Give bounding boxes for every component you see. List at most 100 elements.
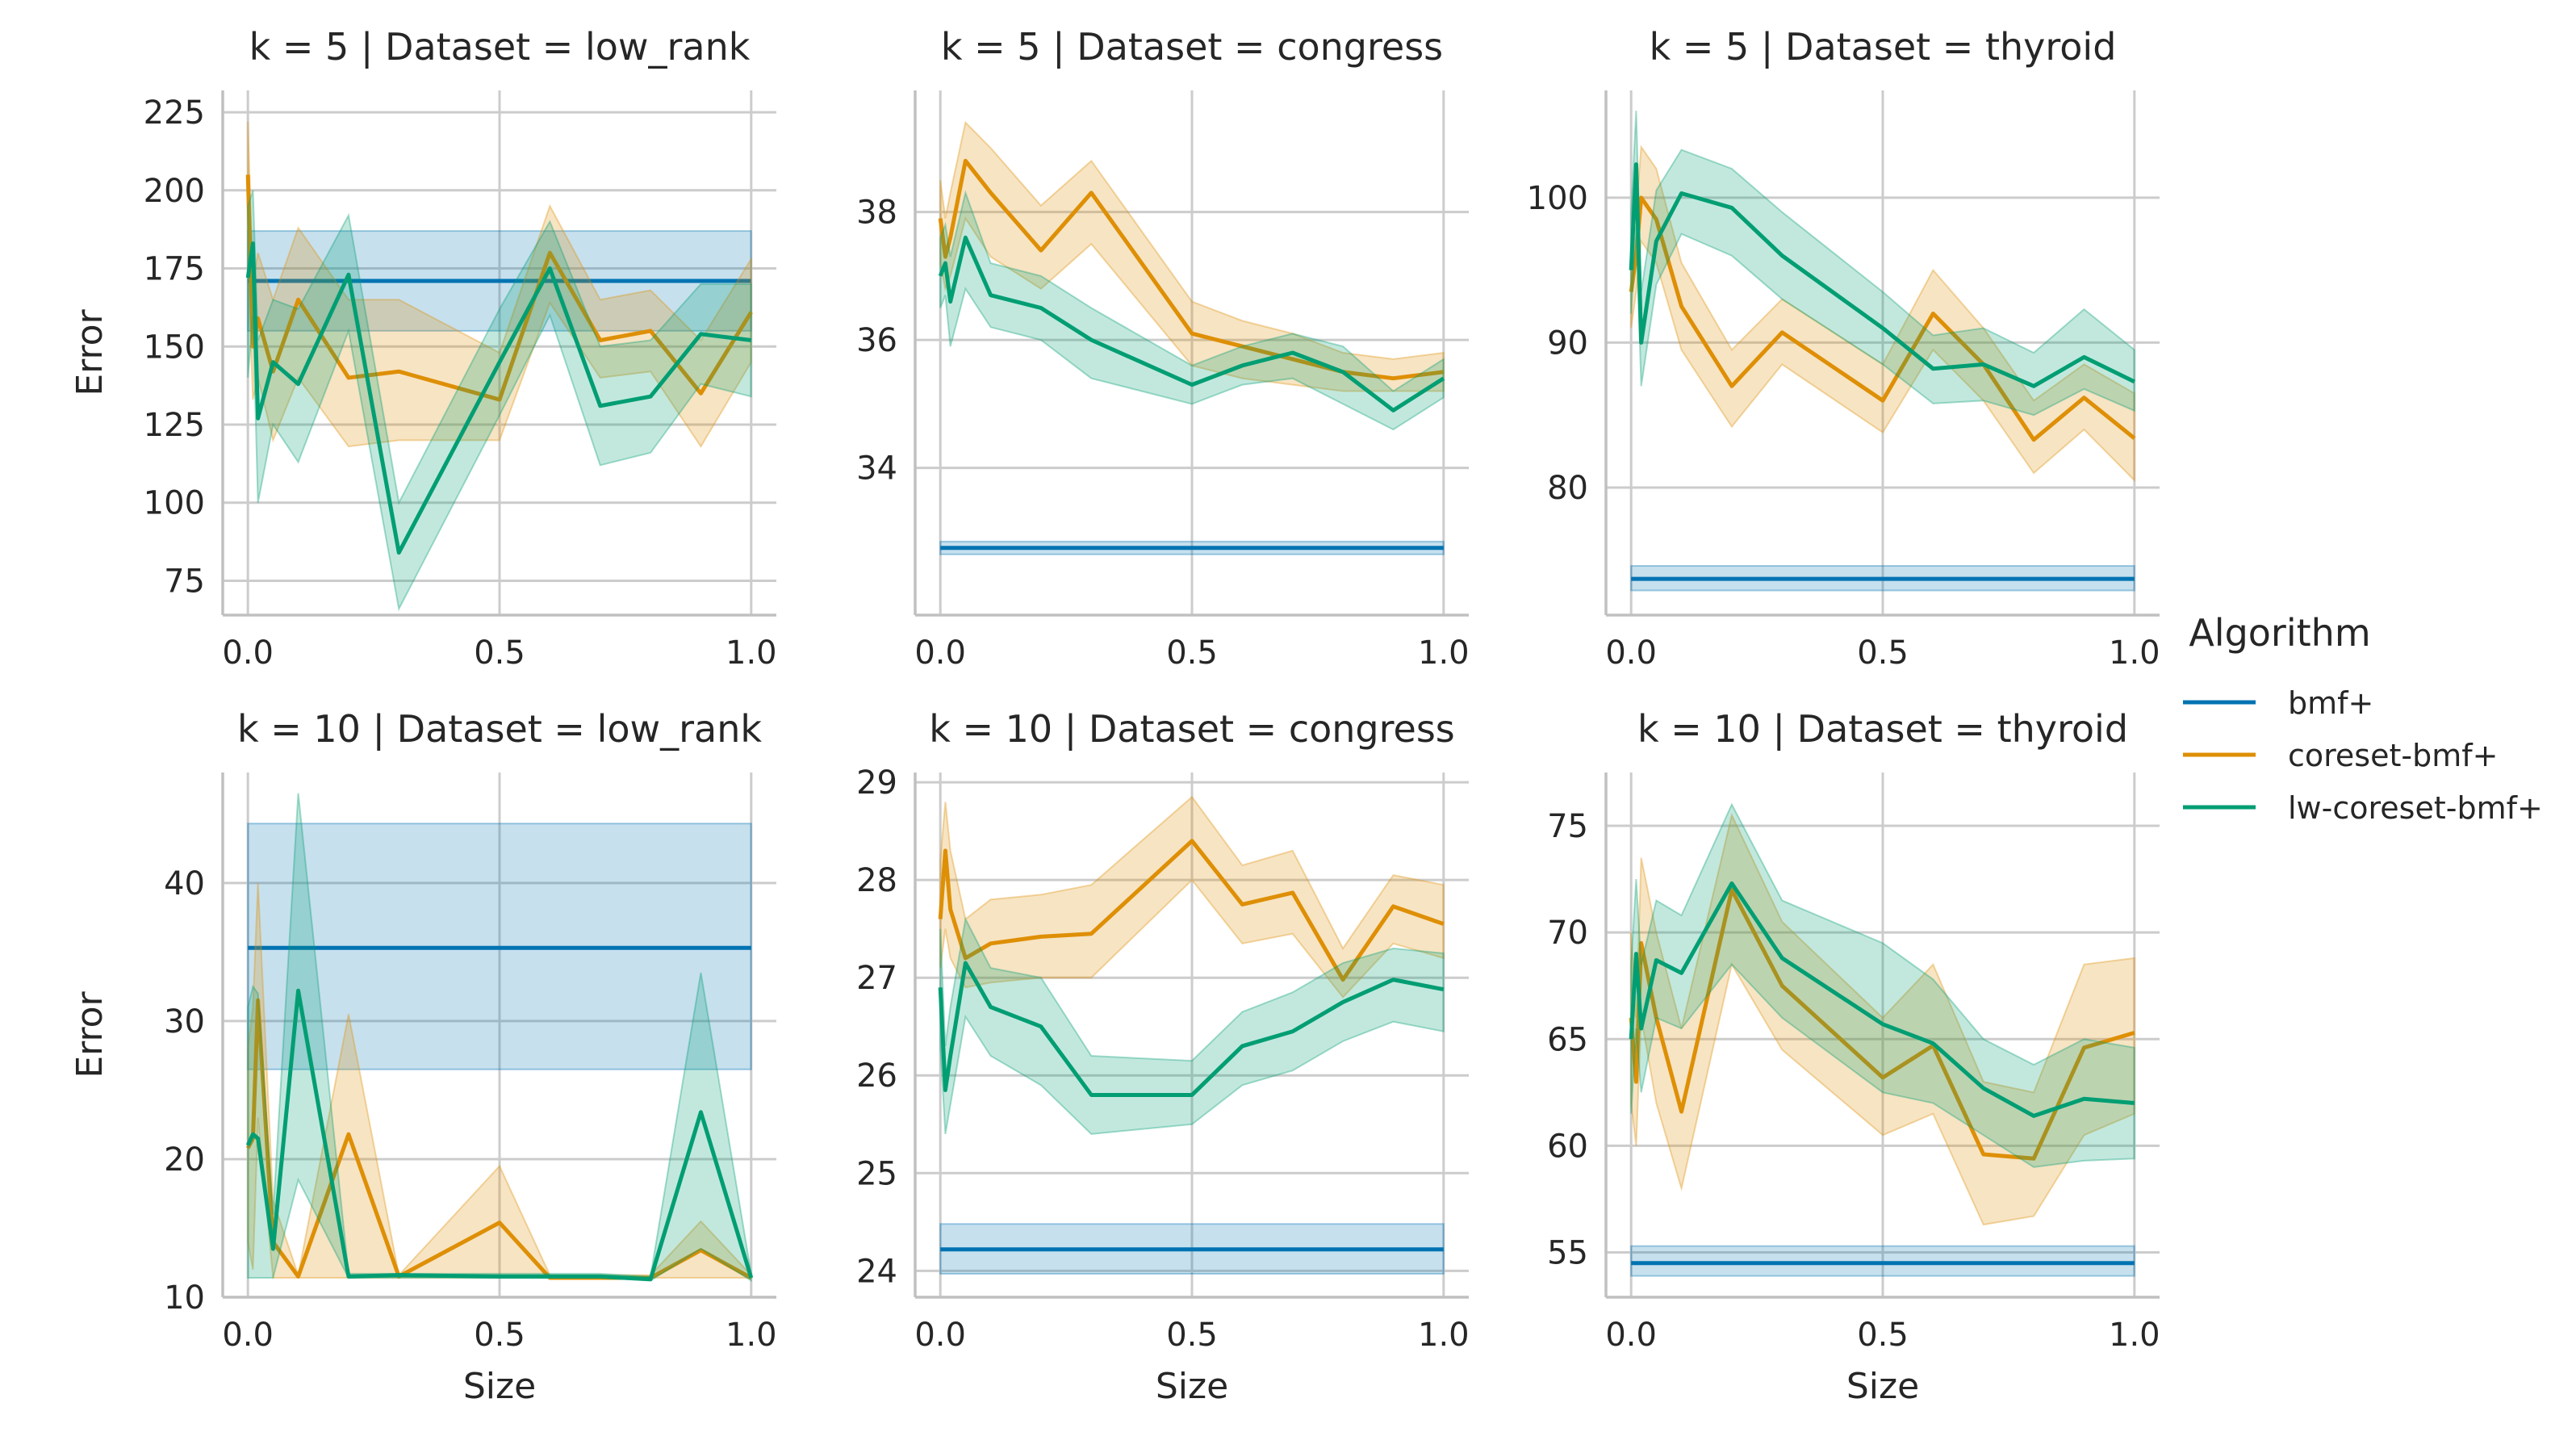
y-tick-label: 26: [856, 1057, 897, 1095]
series-line-lw-coreset-bmf: [245, 988, 754, 1282]
confidence-band-lw-coreset-bmf: [939, 190, 1445, 431]
panel-title: k = 5 | Dataset = congress: [941, 25, 1443, 69]
legend-label-bmf: bmf+: [2288, 685, 2373, 721]
x-tick-label: 0.0: [914, 1317, 966, 1354]
series-line-lw-coreset-bmf: [938, 961, 1445, 1097]
y-tick-label: 200: [144, 173, 205, 210]
x-tick-label: 1.0: [2109, 1317, 2160, 1354]
y-tick-label: 27: [856, 960, 897, 997]
facet-panel-3: 0.0 0.5 1.0 80 90 100 k = 5 | Dataset = thyroi…: [1527, 25, 2160, 672]
series-bmf: [247, 230, 752, 332]
y-tick-label: 38: [856, 195, 897, 232]
confidence-band-lw-coreset-bmf: [247, 793, 752, 1283]
y-tick-label: 80: [1547, 470, 1588, 507]
series-bmf: [247, 823, 752, 1070]
y-tick-label: 28: [856, 862, 897, 899]
x-tick-label: 1.0: [1418, 1317, 1470, 1354]
series-lw-coreset-bmf: [245, 793, 754, 1283]
x-axis-label: Size: [1156, 1366, 1228, 1407]
x-tick-label: 0.5: [1857, 634, 1909, 672]
confidence-band-coreset-bmf: [1630, 144, 2135, 483]
series-bmf: [939, 1223, 1445, 1275]
series-lw-coreset-bmf: [938, 190, 1445, 431]
x-tick-label: 1.0: [1418, 634, 1470, 672]
y-tick-label: 225: [144, 94, 205, 132]
series-line-coreset-bmf: [1629, 887, 2135, 1161]
y-tick-label: 24: [856, 1253, 897, 1290]
facet-panel-4: 0.0 0.5 1.0 10 20 30 40 k = 10 | Dataset = low_…: [69, 707, 777, 1407]
confidence-band-bmf: [1630, 1245, 2135, 1277]
series-lw-coreset-bmf: [1629, 111, 2135, 417]
series-line-lw-coreset-bmf: [1629, 162, 2135, 388]
panel-title: k = 10 | Dataset = congress: [929, 707, 1455, 752]
facet-panel-2: 0.0 0.5 1.0 34 36 38 k = 5 | Dataset = congres…: [856, 25, 1470, 672]
y-tick-label: 65: [1547, 1021, 1588, 1058]
x-tick-label: 1.0: [726, 634, 777, 672]
x-tick-label: 1.0: [726, 1317, 777, 1354]
facet-panel-5: 0.0 0.5 1.0 24 25 26 27 28 29 k = 10 | Dataset = …: [856, 707, 1470, 1407]
y-tick-label: 36: [856, 322, 897, 359]
x-tick-label: 0.0: [914, 634, 966, 672]
confidence-band-lw-coreset-bmf: [1630, 111, 2135, 417]
facet-panel-6: 0.0 0.5 1.0 55 60 65 70 75 k = 10 | Dataset = th…: [1547, 707, 2160, 1407]
y-tick-label: 75: [1547, 808, 1588, 845]
series-coreset-bmf: [938, 795, 1445, 999]
confidence-band-lw-coreset-bmf: [1630, 802, 2135, 1168]
y-tick-label: 55: [1547, 1235, 1588, 1272]
series-line-lw-coreset-bmf: [938, 235, 1445, 412]
x-axis-label: Size: [463, 1366, 536, 1407]
confidence-band-coreset-bmf: [939, 795, 1445, 999]
confidence-band-lw-coreset-bmf: [939, 916, 1445, 1135]
legend-entry-bmf: bmf+: [2183, 685, 2373, 721]
x-tick-label: 0.5: [1166, 1317, 1218, 1354]
series-bmf: [1630, 1245, 2135, 1277]
y-tick-label: 20: [164, 1141, 205, 1179]
legend-entry-coreset-bmf: coreset-bmf+: [2183, 738, 2498, 773]
series-line-coreset-bmf: [245, 174, 753, 402]
legend-entry-lw-coreset-bmf: lw-coreset-bmf+: [2183, 790, 2543, 826]
panel-title: k = 5 | Dataset = low_rank: [249, 25, 751, 69]
x-tick-label: 0.0: [222, 634, 274, 672]
series-bmf: [939, 540, 1445, 555]
y-tick-label: 10: [164, 1279, 205, 1317]
y-tick-label: 90: [1547, 325, 1588, 362]
y-tick-label: 70: [1547, 915, 1588, 952]
series-coreset-bmf: [1629, 144, 2136, 483]
y-axis-label: Error: [69, 308, 111, 396]
y-tick-label: 29: [856, 764, 897, 802]
y-tick-label: 30: [164, 1003, 205, 1041]
facet-panel-1: 0.0 0.5 1.0 75 100 125 150 175 200 225 k = 5 | Dat…: [69, 25, 777, 672]
y-tick-label: 75: [164, 563, 205, 600]
confidence-band-lw-coreset-bmf: [247, 190, 752, 612]
legend-title: Algorithm: [2189, 611, 2370, 655]
legend-label-lw-coreset-bmf: lw-coreset-bmf+: [2288, 790, 2543, 826]
x-tick-label: 0.5: [1166, 634, 1218, 672]
series-coreset-bmf: [245, 121, 753, 448]
y-tick-label: 100: [1527, 180, 1588, 217]
y-tick-label: 25: [856, 1155, 897, 1192]
x-tick-label: 0.0: [1605, 1317, 1657, 1354]
confidence-band-coreset-bmf: [939, 120, 1445, 392]
y-tick-label: 60: [1547, 1128, 1588, 1165]
y-tick-label: 100: [144, 485, 205, 522]
x-tick-label: 0.5: [474, 1317, 525, 1354]
facet-grid: 0.0 0.5 1.0 75 100 125 150 175 200 225 k = 5 | Dat…: [69, 25, 2160, 1407]
series-line-coreset-bmf: [938, 839, 1445, 982]
x-tick-label: 0.5: [474, 634, 525, 672]
series-line-lw-coreset-bmf: [1629, 881, 2135, 1118]
x-tick-label: 0.0: [222, 1317, 274, 1354]
x-axis-label: Size: [1846, 1366, 1919, 1407]
y-tick-label: 40: [164, 865, 205, 902]
y-tick-label: 125: [144, 407, 205, 444]
series-line-lw-coreset-bmf: [245, 241, 752, 555]
confidence-band-coreset-bmf: [247, 121, 752, 448]
series-lw-coreset-bmf: [245, 190, 752, 612]
series-lw-coreset-bmf: [1629, 802, 2135, 1168]
legend-label-coreset-bmf: coreset-bmf+: [2288, 738, 2498, 773]
legend: Algorithm bmf+ coreset-bmf+ lw-coreset-b…: [2183, 611, 2543, 826]
panel-title: k = 10 | Dataset = low_rank: [237, 707, 762, 752]
x-tick-label: 1.0: [2109, 634, 2160, 672]
y-tick-label: 34: [856, 450, 897, 488]
y-axis-label: Error: [69, 990, 111, 1078]
